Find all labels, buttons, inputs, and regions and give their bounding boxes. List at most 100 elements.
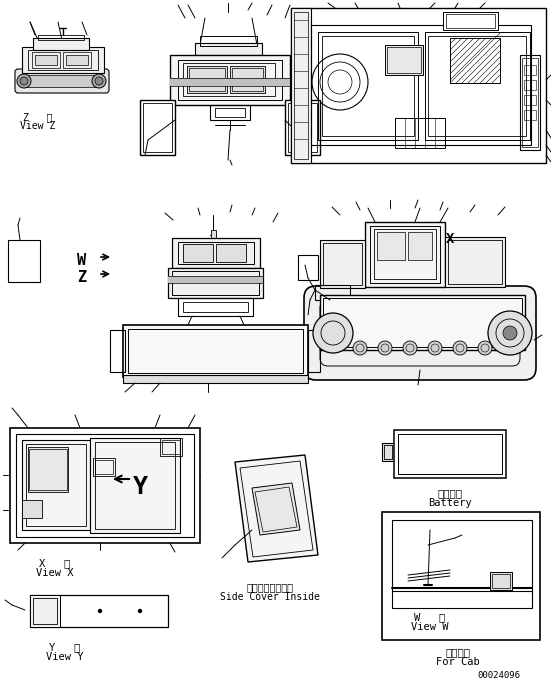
Bar bbox=[308, 330, 320, 372]
Bar bbox=[522, 58, 538, 147]
Bar bbox=[425, 32, 530, 140]
Bar bbox=[230, 66, 265, 93]
Circle shape bbox=[378, 341, 392, 355]
Polygon shape bbox=[202, 375, 207, 383]
Bar bbox=[22, 500, 42, 518]
Text: Y   視: Y 視 bbox=[50, 642, 80, 652]
Polygon shape bbox=[190, 375, 196, 383]
Bar bbox=[291, 8, 546, 163]
Bar bbox=[35, 55, 57, 65]
Text: View Y: View Y bbox=[46, 652, 84, 662]
Circle shape bbox=[98, 609, 102, 613]
Bar bbox=[178, 60, 282, 100]
Text: バッテリ: バッテリ bbox=[437, 488, 462, 498]
Circle shape bbox=[353, 341, 367, 355]
Bar bbox=[387, 47, 421, 73]
Bar bbox=[183, 244, 213, 262]
Bar bbox=[365, 222, 445, 287]
Bar bbox=[320, 240, 365, 288]
Text: Battery: Battery bbox=[428, 498, 472, 508]
Bar bbox=[210, 105, 250, 120]
Text: サイドカバー内面: サイドカバー内面 bbox=[246, 582, 294, 592]
Polygon shape bbox=[156, 375, 162, 383]
Bar bbox=[370, 226, 440, 283]
Polygon shape bbox=[145, 375, 151, 383]
Bar bbox=[520, 55, 540, 150]
Polygon shape bbox=[252, 483, 300, 535]
Bar bbox=[311, 25, 531, 145]
Polygon shape bbox=[280, 375, 285, 383]
Bar bbox=[524, 110, 536, 120]
Polygon shape bbox=[162, 375, 168, 383]
Bar bbox=[200, 36, 257, 46]
Bar bbox=[524, 95, 536, 105]
Bar bbox=[189, 68, 225, 91]
Bar bbox=[298, 255, 318, 280]
Circle shape bbox=[20, 77, 28, 85]
Polygon shape bbox=[179, 375, 185, 383]
Polygon shape bbox=[241, 375, 246, 383]
Circle shape bbox=[438, 442, 442, 446]
Bar bbox=[63, 52, 91, 68]
Polygon shape bbox=[235, 375, 241, 383]
Bar bbox=[524, 65, 536, 75]
Bar bbox=[492, 574, 510, 588]
Bar bbox=[291, 8, 311, 163]
Bar bbox=[382, 443, 394, 461]
Bar bbox=[385, 45, 423, 75]
Bar bbox=[448, 240, 502, 284]
Bar bbox=[450, 38, 500, 83]
Circle shape bbox=[503, 326, 517, 340]
Bar bbox=[30, 595, 60, 627]
Circle shape bbox=[413, 458, 417, 462]
Bar bbox=[28, 447, 68, 492]
Bar bbox=[446, 14, 495, 28]
Bar bbox=[187, 66, 227, 93]
Polygon shape bbox=[229, 375, 235, 383]
Bar bbox=[318, 32, 418, 140]
Circle shape bbox=[463, 458, 467, 462]
Bar bbox=[178, 242, 254, 264]
Polygon shape bbox=[207, 375, 213, 383]
Bar bbox=[170, 55, 290, 105]
Bar bbox=[160, 438, 182, 456]
Circle shape bbox=[488, 311, 532, 355]
Bar bbox=[398, 434, 502, 474]
Bar bbox=[26, 444, 86, 526]
Bar bbox=[22, 47, 104, 73]
Circle shape bbox=[463, 442, 467, 446]
Circle shape bbox=[428, 341, 442, 355]
Bar bbox=[170, 78, 290, 86]
Bar bbox=[93, 458, 115, 476]
Circle shape bbox=[95, 77, 103, 85]
Polygon shape bbox=[218, 375, 224, 383]
Bar bbox=[428, 36, 526, 136]
Polygon shape bbox=[257, 375, 263, 383]
Polygon shape bbox=[252, 375, 257, 383]
FancyBboxPatch shape bbox=[15, 69, 109, 93]
Bar bbox=[33, 38, 89, 50]
Bar bbox=[30, 595, 168, 627]
Text: Z   視: Z 視 bbox=[23, 112, 53, 122]
Polygon shape bbox=[224, 375, 229, 383]
Polygon shape bbox=[134, 375, 140, 383]
Polygon shape bbox=[123, 375, 128, 383]
Bar bbox=[123, 375, 308, 383]
Polygon shape bbox=[263, 375, 268, 383]
Polygon shape bbox=[128, 375, 134, 383]
Polygon shape bbox=[291, 375, 296, 383]
Text: For Cab: For Cab bbox=[436, 657, 480, 667]
Text: X   視: X 視 bbox=[39, 558, 71, 568]
Text: W   視: W 視 bbox=[414, 612, 446, 622]
Bar bbox=[382, 512, 540, 640]
Circle shape bbox=[453, 341, 467, 355]
Bar bbox=[394, 430, 506, 478]
Polygon shape bbox=[285, 375, 291, 383]
Polygon shape bbox=[296, 375, 302, 383]
Bar bbox=[215, 108, 245, 117]
Bar bbox=[178, 298, 253, 316]
Text: 00024096: 00024096 bbox=[477, 671, 520, 680]
Bar bbox=[211, 230, 216, 238]
Bar bbox=[168, 276, 263, 283]
Circle shape bbox=[438, 458, 442, 462]
